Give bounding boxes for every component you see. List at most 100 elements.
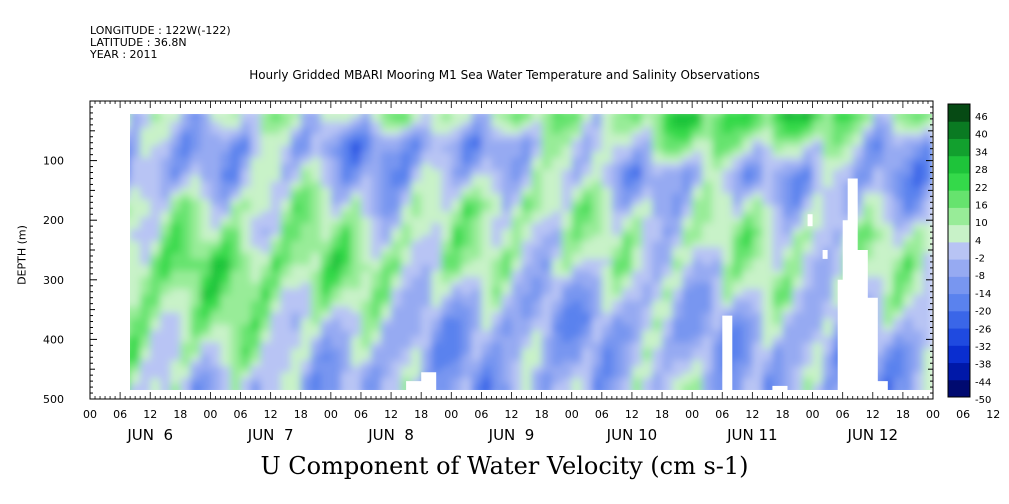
- heatmap-cell: [130, 372, 141, 379]
- heatmap-cell: [631, 241, 643, 248]
- heatmap-cell: [862, 163, 874, 171]
- heatmap-cell: [672, 330, 683, 338]
- x-hour-label: 12: [986, 408, 1000, 421]
- heatmap-cell: [150, 175, 161, 183]
- heatmap-cell: [842, 133, 854, 141]
- heatmap-cell: [280, 115, 292, 123]
- heatmap-cell: [611, 205, 623, 212]
- heatmap-cell: [360, 288, 372, 296]
- heatmap-cell: [732, 247, 743, 254]
- heatmap-cell: [782, 193, 794, 200]
- heatmap-cell: [300, 384, 312, 390]
- heatmap-cell: [601, 229, 613, 236]
- heatmap-cell: [160, 372, 171, 379]
- heatmap-cell: [491, 139, 503, 147]
- heatmap-cell: [230, 163, 242, 171]
- heatmap-cell: [391, 300, 402, 308]
- heatmap-cell: [832, 223, 844, 230]
- heatmap-cell: [260, 300, 272, 308]
- heatmap-cell: [601, 372, 613, 379]
- heatmap-cell: [270, 114, 282, 117]
- heatmap-cell: [862, 157, 874, 165]
- heatmap-cell: [381, 114, 392, 117]
- heatmap-cell: [310, 282, 322, 290]
- heatmap-cell: [591, 330, 603, 338]
- heatmap-cell: [140, 247, 151, 254]
- heatmap-cell: [411, 133, 422, 141]
- colorbar-frame: [947, 103, 971, 398]
- heatmap-cell: [401, 133, 412, 141]
- heatmap-cell: [571, 229, 583, 236]
- heatmap-cell: [210, 139, 222, 147]
- heatmap-cell: [792, 115, 804, 123]
- heatmap-cell: [350, 151, 362, 159]
- heatmap-cell: [150, 157, 161, 165]
- heatmap-cell: [491, 300, 503, 308]
- heatmap-cell: [230, 258, 242, 266]
- heatmap-cell: [812, 181, 824, 189]
- heatmap-cell: [491, 181, 503, 189]
- heatmap-cell: [682, 306, 693, 314]
- heatmap-cell: [310, 205, 322, 212]
- heatmap-cell: [852, 193, 864, 200]
- heatmap-cell: [240, 235, 252, 242]
- heatmap-cell: [692, 151, 703, 159]
- heatmap-cell: [170, 258, 181, 266]
- heatmap-cell: [712, 133, 723, 141]
- heatmap-cell: [672, 235, 683, 242]
- heatmap-cell: [551, 264, 563, 272]
- heatmap-cell: [882, 181, 894, 189]
- heatmap-cell: [611, 348, 623, 355]
- heatmap-cell: [300, 151, 312, 159]
- heatmap-cell: [541, 384, 553, 390]
- heatmap-cell: [461, 378, 472, 385]
- heatmap-cell: [250, 235, 262, 242]
- heatmap-cell: [491, 235, 503, 242]
- heatmap-cell: [912, 114, 924, 117]
- heatmap-cell: [180, 169, 191, 177]
- heatmap-cell: [531, 354, 543, 361]
- heatmap-cell: [551, 133, 563, 141]
- heatmap-cell: [130, 169, 141, 177]
- heatmap-cell: [280, 336, 292, 343]
- heatmap-cell: [802, 223, 814, 230]
- heatmap-cell: [210, 205, 222, 212]
- heatmap-cell: [230, 264, 242, 272]
- x-hour-label: 18: [655, 408, 669, 421]
- heatmap-cell: [531, 151, 543, 159]
- heatmap-cell: [290, 348, 302, 355]
- heatmap-cell: [652, 151, 663, 159]
- heatmap-cell: [451, 181, 462, 189]
- heatmap-cell: [541, 348, 553, 355]
- heatmap-cell: [391, 211, 402, 218]
- heatmap-cell: [581, 247, 593, 254]
- heatmap-cell: [320, 163, 332, 171]
- heatmap-cell: [892, 342, 904, 349]
- heatmap-cell: [712, 300, 723, 308]
- heatmap-cell: [662, 145, 673, 153]
- heatmap-cell: [832, 175, 844, 183]
- heatmap-cell: [652, 223, 663, 230]
- heatmap-cell: [672, 252, 683, 260]
- heatmap-cell: [822, 252, 834, 260]
- heatmap-cell: [581, 288, 593, 296]
- heatmap-cell: [541, 258, 553, 266]
- heatmap-cell: [892, 312, 904, 320]
- heatmap-cell: [531, 199, 543, 206]
- heatmap-cell: [641, 252, 653, 260]
- heatmap-cell: [581, 181, 593, 189]
- heatmap-cell: [501, 205, 513, 212]
- heatmap-cell: [922, 229, 932, 236]
- heatmap-cell: [922, 199, 932, 206]
- heatmap-cell: [240, 163, 252, 171]
- heatmap-cell: [471, 169, 482, 177]
- heatmap-cell: [401, 187, 412, 194]
- colorbar-label: 46: [975, 112, 988, 123]
- heatmap-cell: [511, 318, 523, 326]
- heatmap-cell: [180, 223, 191, 230]
- heatmap-cell: [551, 330, 563, 338]
- heatmap-cell: [601, 247, 613, 254]
- heatmap-cell: [541, 187, 553, 194]
- heatmap-cell: [150, 247, 161, 254]
- heatmap-cell: [190, 330, 201, 338]
